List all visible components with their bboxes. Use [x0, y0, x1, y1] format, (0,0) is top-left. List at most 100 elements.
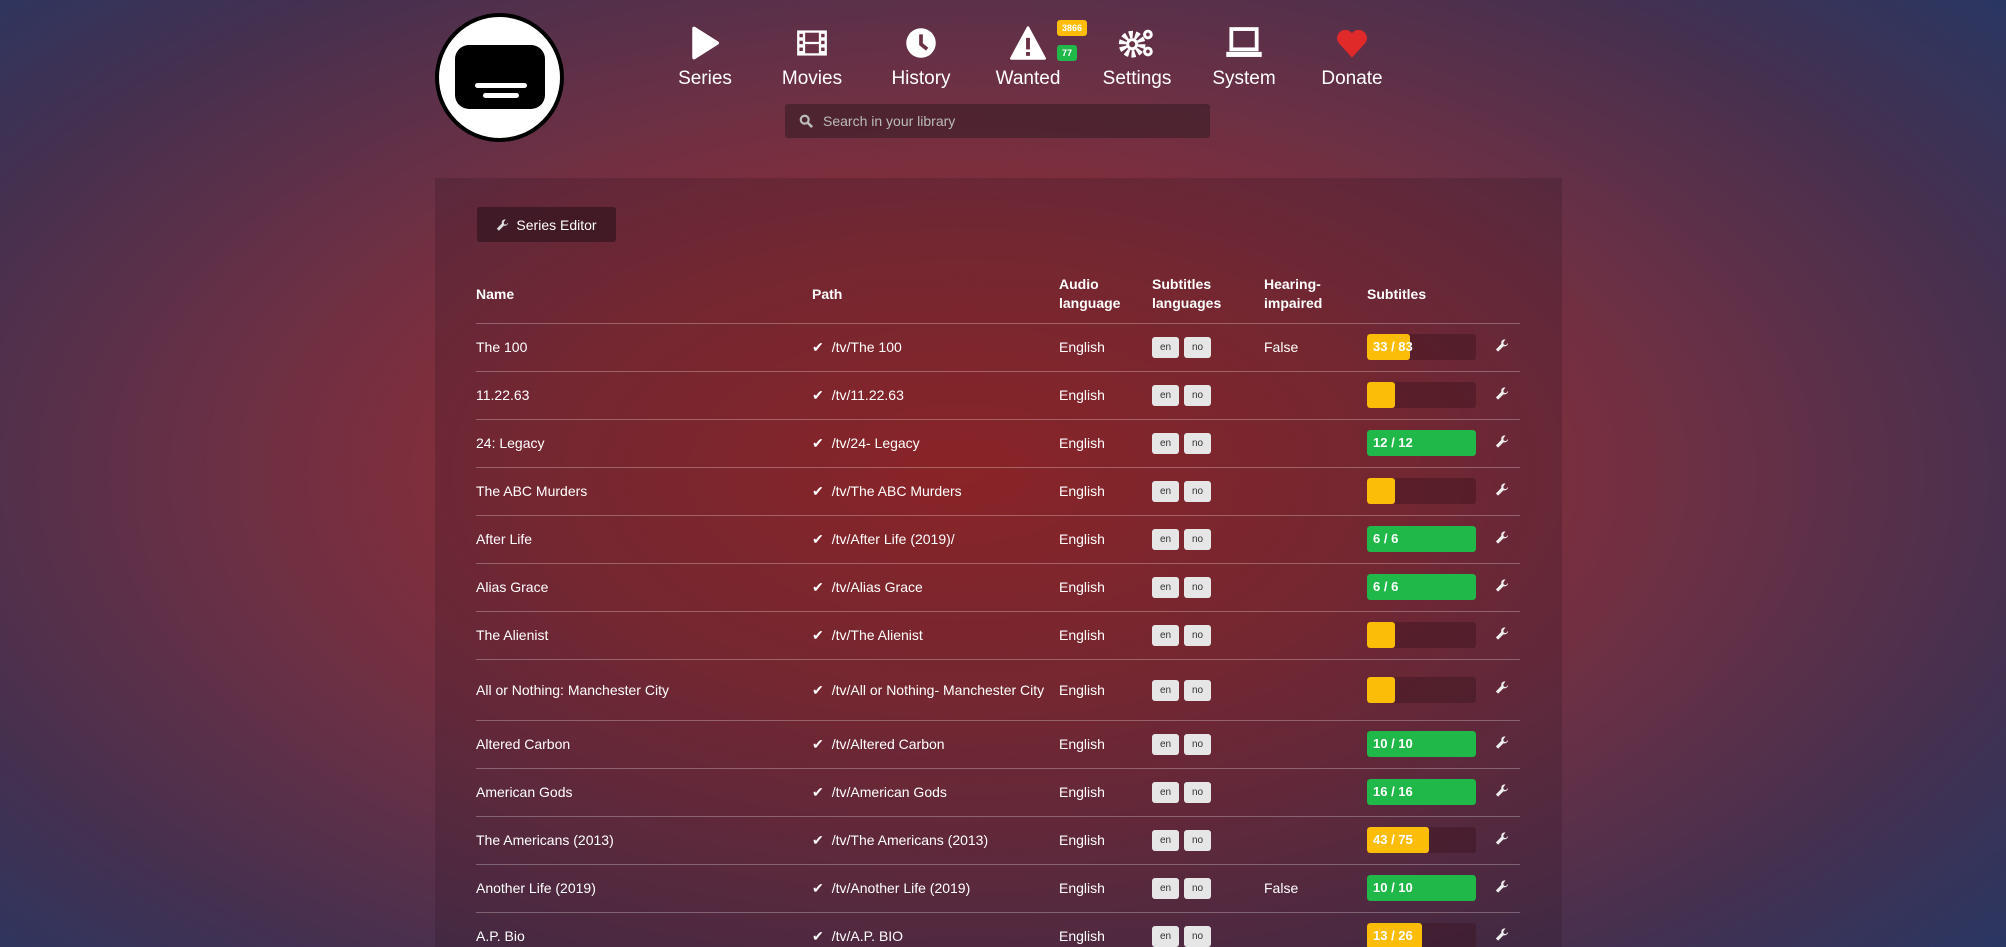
nav-series[interactable]: Series [650, 26, 760, 90]
subtitles-progress [1367, 676, 1476, 703]
progress-label [1367, 483, 1373, 498]
check-icon: ✔ [812, 531, 824, 547]
progress-label: 12 / 12 [1373, 435, 1413, 450]
table-row: All or Nothing: Manchester City ✔ /tv/All… [476, 658, 1520, 720]
language-badge: en [1152, 830, 1179, 851]
hearing-impaired [1264, 418, 1367, 467]
audio-language: English [1059, 911, 1152, 947]
language-badge: no [1184, 337, 1211, 358]
series-editor-button[interactable]: Series Editor [477, 207, 616, 242]
series-name-link[interactable]: American Gods [476, 784, 573, 800]
wrench-icon[interactable] [1495, 783, 1509, 801]
wrench-icon[interactable] [1495, 735, 1509, 753]
hearing-impaired [1264, 466, 1367, 515]
progress-label: 10 / 10 [1373, 880, 1413, 895]
audio-language: English [1059, 466, 1152, 515]
nav-wanted[interactable]: Wanted [973, 26, 1083, 90]
hearing-impaired [1264, 610, 1367, 659]
nav-settings[interactable]: Settings [1082, 26, 1192, 90]
wrench-icon[interactable] [1495, 681, 1509, 698]
series-path: /tv/Altered Carbon [831, 736, 945, 752]
progress-label: 43 / 75 [1373, 832, 1413, 847]
series-name-link[interactable]: The 100 [476, 339, 528, 355]
wrench-icon[interactable] [1495, 831, 1509, 849]
search-input[interactable] [823, 113, 1183, 129]
wrench-icon[interactable] [1495, 928, 1509, 945]
hearing-impaired [1264, 815, 1367, 864]
hearing-impaired: False [1264, 322, 1367, 371]
check-icon: ✔ [812, 339, 824, 355]
check-icon: ✔ [812, 681, 824, 698]
wrench-icon[interactable] [1495, 482, 1509, 500]
subtitles-progress: 10 / 10 [1367, 875, 1476, 901]
laptop-icon [1189, 26, 1299, 60]
series-path: /tv/The Alienist [831, 627, 923, 643]
nav-history[interactable]: History [866, 26, 976, 90]
table-row: A.P. Bio ✔ /tv/A.P. BIO English en no 13 /… [476, 911, 1520, 947]
table-row: The Alienist ✔ /tv/The Alienist English e… [476, 610, 1520, 659]
series-path: /tv/The 100 [831, 339, 902, 355]
series-name-link[interactable]: Another Life (2019) [476, 880, 596, 896]
wanted-movies-badge: 77 [1057, 45, 1078, 61]
check-icon: ✔ [812, 880, 824, 896]
series-name-link[interactable]: After Life [476, 531, 533, 547]
bazarr-logo[interactable] [435, 13, 564, 142]
language-badge: en [1152, 481, 1179, 502]
audio-language: English [1059, 418, 1152, 467]
progress-label [1367, 682, 1373, 697]
wrench-icon[interactable] [1495, 578, 1509, 596]
check-icon: ✔ [812, 832, 824, 848]
hearing-impaired [1264, 658, 1367, 720]
audio-language: English [1059, 562, 1152, 611]
series-path: /tv/Alias Grace [831, 579, 923, 595]
subtitles-progress: 6 / 6 [1367, 526, 1476, 552]
nav-label: Movies [781, 68, 843, 89]
language-badge: no [1184, 679, 1211, 701]
film-icon [757, 26, 867, 60]
series-name-link[interactable]: The Alienist [476, 627, 549, 643]
series-name-link[interactable]: Altered Carbon [476, 736, 571, 752]
series-path: /tv/A.P. BIO [831, 928, 904, 945]
series-name-link[interactable]: 11.22.63 [476, 387, 530, 403]
check-icon: ✔ [812, 435, 824, 451]
wrench-icon[interactable] [1495, 626, 1509, 644]
hearing-impaired [1264, 719, 1367, 768]
search-box[interactable] [785, 104, 1210, 138]
series-name-link[interactable]: All or Nothing: Manchester City [476, 681, 669, 698]
nav-label: History [891, 68, 951, 89]
nav-label: Donate [1321, 68, 1383, 89]
series-path: /tv/All or Nothing- Manchester City [831, 681, 1045, 698]
series-path: /tv/The ABC Murders [831, 483, 962, 499]
warning-icon [973, 26, 1083, 60]
series-name-link[interactable]: The ABC Murders [476, 483, 588, 499]
wrench-icon[interactable] [1495, 434, 1509, 452]
table-row: Altered Carbon ✔ /tv/Altered Carbon Engli… [476, 719, 1520, 768]
check-icon: ✔ [812, 736, 824, 752]
language-badge: no [1184, 782, 1211, 803]
wrench-icon[interactable] [1495, 530, 1509, 548]
table-row: The Americans (2013) ✔ /tv/The Americans … [476, 815, 1520, 864]
progress-label: 13 / 26 [1373, 928, 1413, 944]
series-name-link[interactable]: Alias Grace [476, 579, 549, 595]
series-path: /tv/24- Legacy [831, 435, 920, 451]
language-badge: no [1184, 433, 1211, 454]
column-header: Subtitles languages [1152, 276, 1222, 312]
language-badge: en [1152, 385, 1179, 406]
wrench-icon[interactable] [1495, 338, 1509, 356]
hearing-impaired: False [1264, 863, 1367, 912]
nav-donate[interactable]: Donate [1297, 26, 1407, 90]
gears-icon [1082, 26, 1192, 60]
audio-language: English [1059, 658, 1152, 720]
series-name-link[interactable]: The Americans (2013) [476, 832, 614, 848]
progress-label: 6 / 6 [1373, 531, 1399, 546]
wrench-icon[interactable] [1495, 386, 1509, 404]
table-row: American Gods ✔ /tv/American Gods English… [476, 767, 1520, 816]
series-name-link[interactable]: 24: Legacy [476, 435, 545, 451]
language-badge: en [1152, 782, 1179, 803]
subtitles-progress [1367, 478, 1476, 504]
wrench-icon [497, 218, 509, 231]
nav-system[interactable]: System [1189, 26, 1299, 90]
series-name-link[interactable]: A.P. Bio [476, 928, 525, 945]
nav-movies[interactable]: Movies [757, 26, 867, 90]
wrench-icon[interactable] [1495, 879, 1509, 897]
